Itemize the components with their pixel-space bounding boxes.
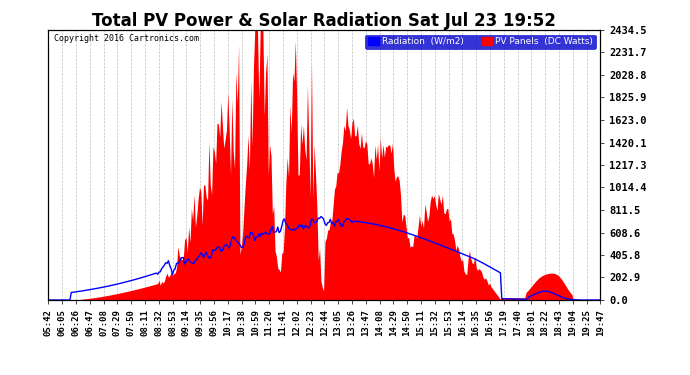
Legend: Radiation  (W/m2), PV Panels  (DC Watts): Radiation (W/m2), PV Panels (DC Watts) bbox=[366, 34, 595, 49]
Text: Copyright 2016 Cartronics.com: Copyright 2016 Cartronics.com bbox=[54, 34, 199, 43]
Title: Total PV Power & Solar Radiation Sat Jul 23 19:52: Total PV Power & Solar Radiation Sat Jul… bbox=[92, 12, 556, 30]
